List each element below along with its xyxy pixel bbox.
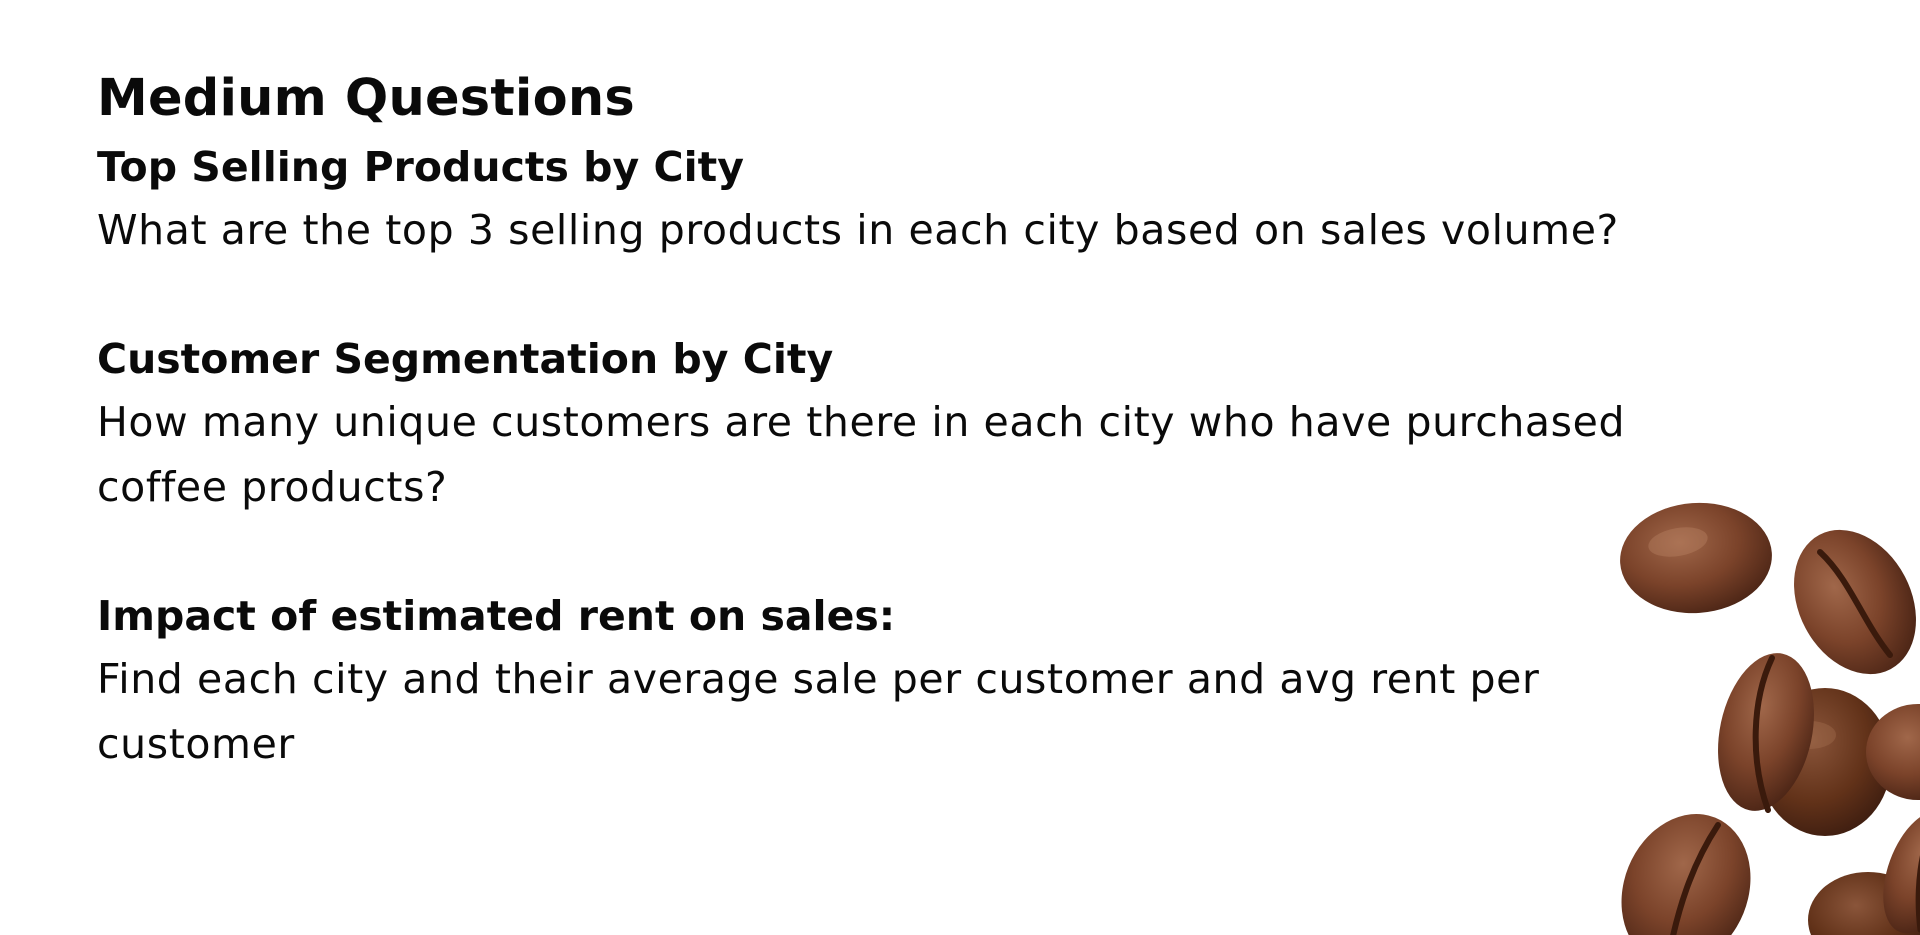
question-heading: Top Selling Products by City — [97, 143, 744, 191]
coffee-bean-icon — [1866, 704, 1920, 800]
slide-content: Medium Questions Top Selling Products by… — [97, 62, 1637, 777]
question-item: Customer Segmentation by City How many u… — [97, 328, 1637, 520]
question-item: Impact of estimated rent on sales: Find … — [97, 585, 1637, 777]
question-item: Top Selling Products by City What are th… — [97, 136, 1637, 263]
coffee-bean-icon — [1883, 810, 1920, 934]
coffee-bean-icon — [1718, 653, 1814, 813]
question-text: How many unique customers are there in e… — [97, 398, 1626, 511]
question-heading: Customer Segmentation by City — [97, 335, 834, 383]
question-text: Find each city and their average sale pe… — [97, 655, 1540, 768]
coffee-bean-icon — [1621, 814, 1751, 935]
question-text: What are the top 3 selling products in e… — [97, 206, 1619, 254]
coffee-bean-icon — [1794, 529, 1916, 675]
slide-title: Medium Questions — [97, 69, 635, 128]
question-heading: Impact of estimated rent on sales: — [97, 592, 896, 640]
coffee-beans-image — [1620, 502, 1920, 935]
coffee-bean-icon — [1620, 502, 1772, 614]
